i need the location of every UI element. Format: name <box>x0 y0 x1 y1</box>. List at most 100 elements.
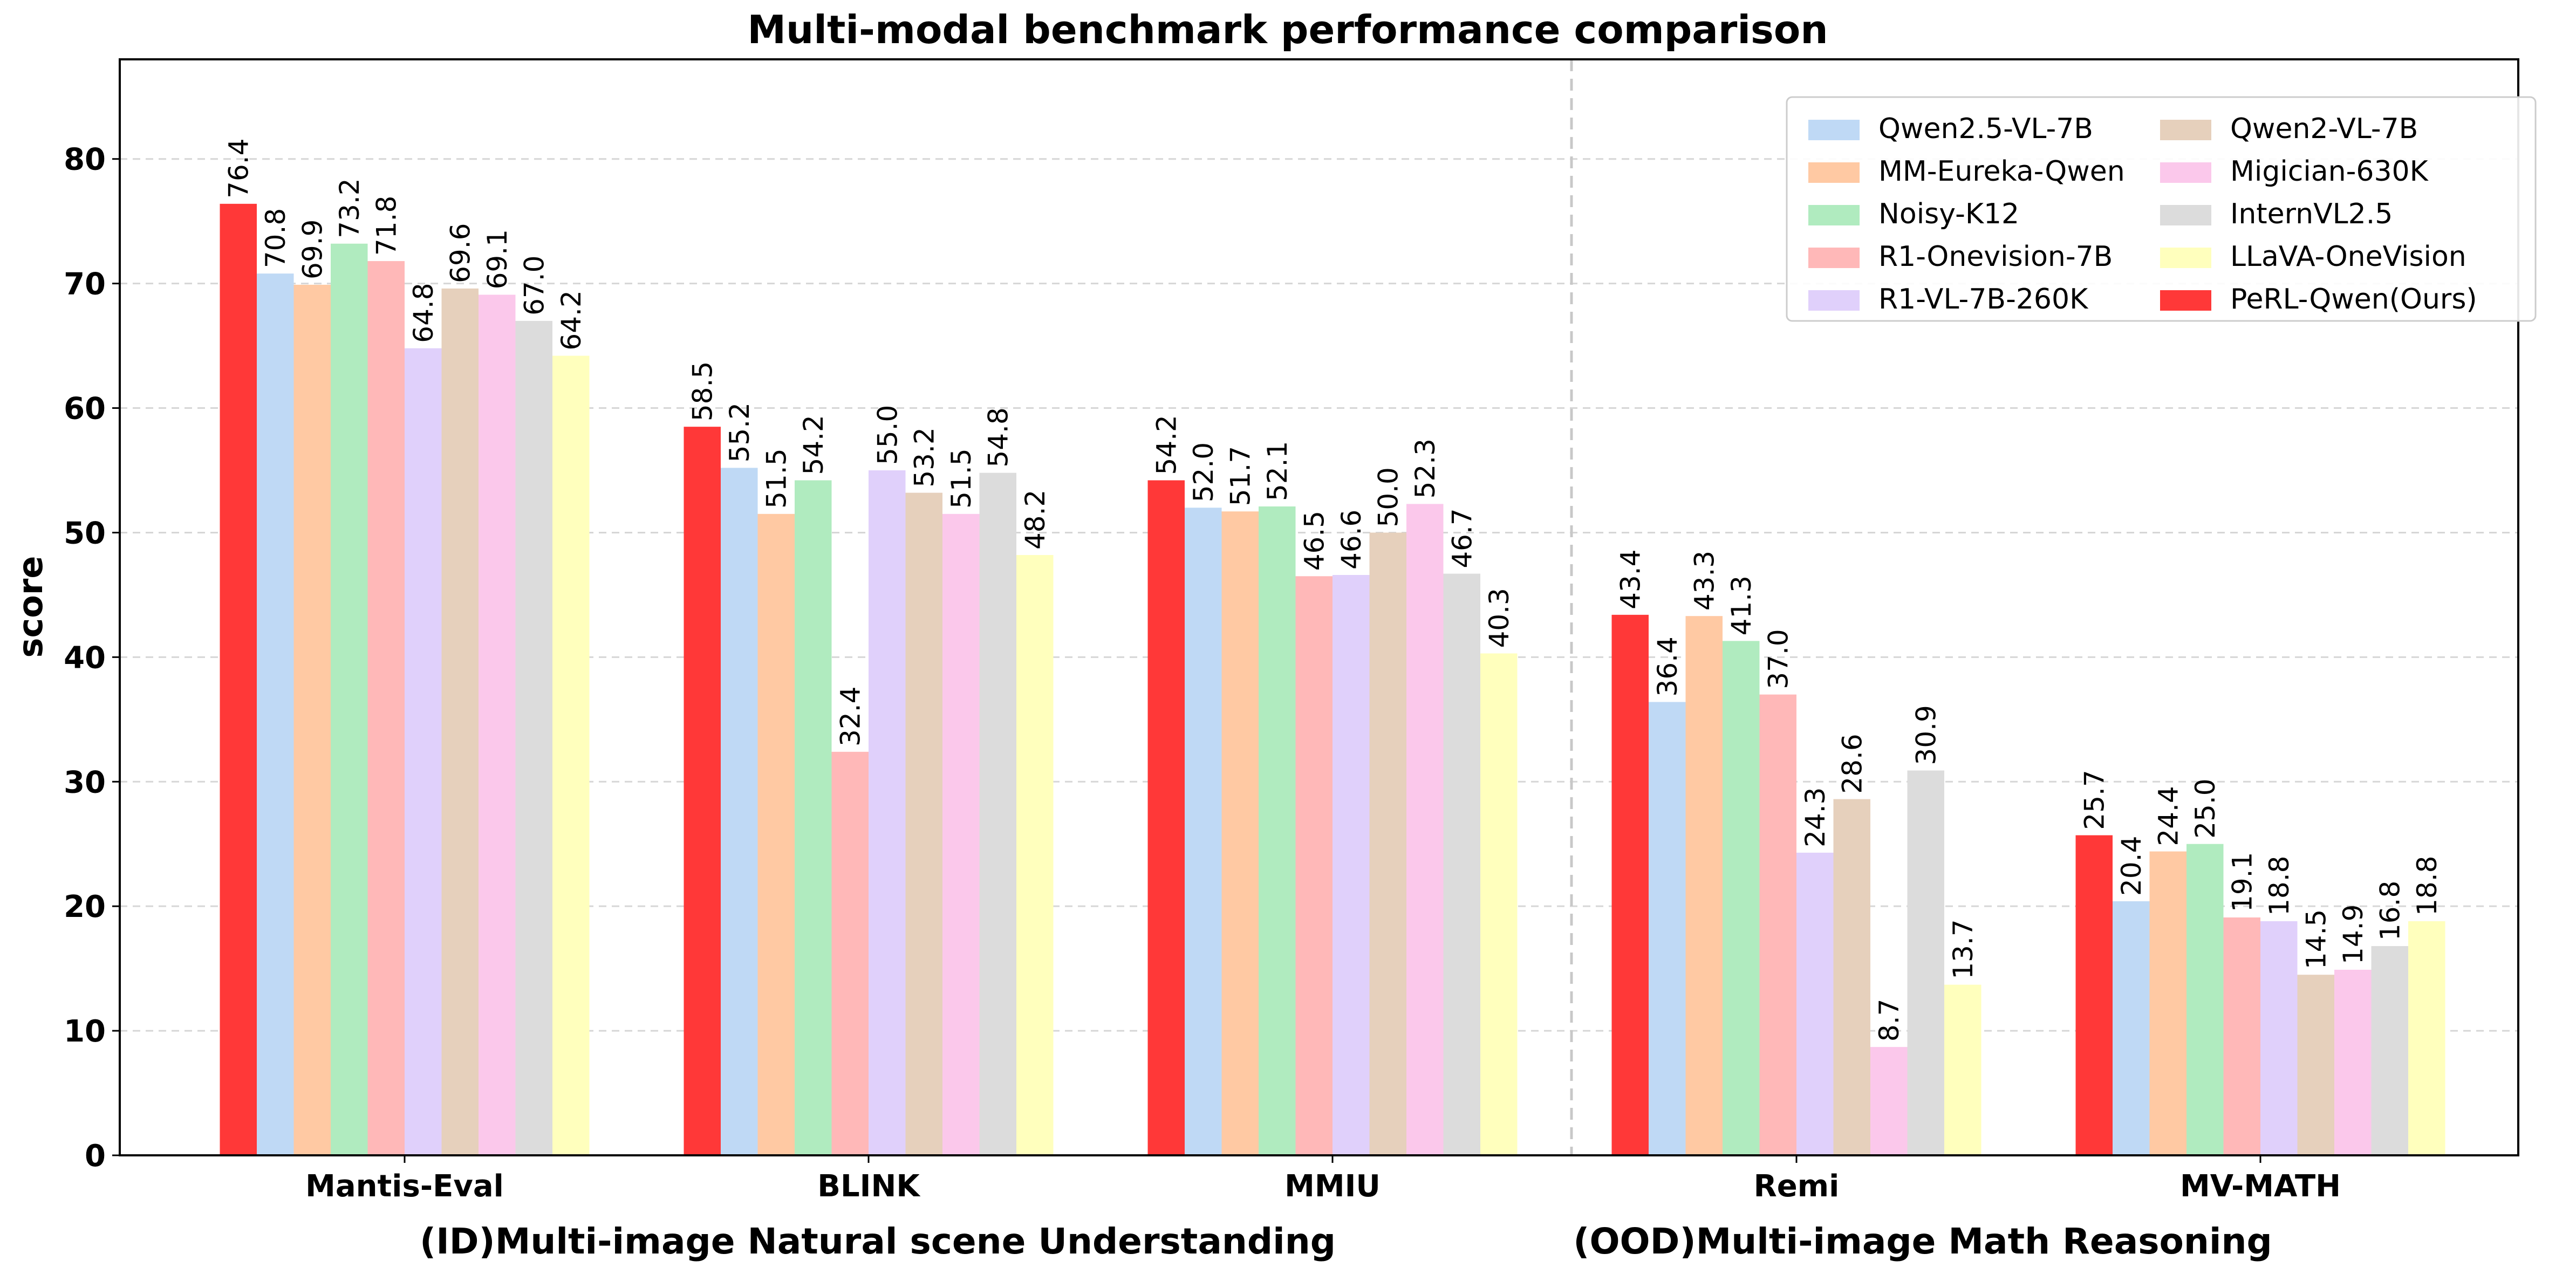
data-label: 71.8 <box>371 196 402 256</box>
data-label: 13.7 <box>1948 919 1979 979</box>
legend-label: Noisy-K12 <box>1878 198 2019 230</box>
bar <box>2260 921 2298 1155</box>
data-label: 43.3 <box>1689 551 1720 611</box>
legend-swatch <box>1808 290 1860 311</box>
bar <box>257 273 294 1156</box>
bar <box>1016 555 1054 1155</box>
legend-label: R1-Onevision-7B <box>1878 241 2113 273</box>
data-label: 54.8 <box>983 407 1014 467</box>
legend-swatch <box>2160 290 2211 311</box>
bar <box>905 492 942 1155</box>
x-tick-label: BLINK <box>817 1169 921 1204</box>
bar <box>721 468 758 1155</box>
legend-label: LLaVA-OneVision <box>2230 241 2466 273</box>
data-label: 54.2 <box>1151 415 1183 475</box>
data-label: 52.3 <box>1410 439 1441 498</box>
data-label: 36.4 <box>1652 636 1683 696</box>
data-label: 24.3 <box>1800 787 1831 847</box>
bar <box>2334 969 2372 1155</box>
bar <box>2297 975 2334 1155</box>
legend-label: InternVL2.5 <box>2230 198 2393 230</box>
bar <box>1185 508 1222 1155</box>
bar <box>979 472 1016 1155</box>
bar <box>1443 573 1480 1155</box>
data-label: 18.8 <box>2411 856 2443 916</box>
bar <box>1649 702 1686 1155</box>
data-label: 28.6 <box>1837 734 1868 793</box>
legend-label: Migician-630K <box>2230 155 2429 188</box>
bar <box>1480 653 1518 1155</box>
data-label: 51.5 <box>946 448 977 508</box>
data-label: 16.8 <box>2375 881 2406 941</box>
bar <box>1907 770 1944 1155</box>
bars-layer <box>220 203 2445 1156</box>
bar <box>1723 641 1760 1155</box>
data-label: 14.9 <box>2338 905 2369 964</box>
x-tick-label: Remi <box>1754 1169 1840 1204</box>
bar <box>1406 504 1444 1155</box>
legend: Qwen2.5-VL-7B Qwen2-VL-7B MM-Eureka-Qwen Mi… <box>1786 96 2537 322</box>
data-label: 48.2 <box>1020 490 1051 550</box>
bar <box>293 284 331 1155</box>
bar <box>479 294 516 1155</box>
data-label: 41.3 <box>1726 576 1757 635</box>
legend-swatch <box>1808 205 1860 225</box>
data-label: 58.5 <box>687 361 719 421</box>
legend-label: R1-VL-7B-260K <box>1878 283 2089 316</box>
data-label: 25.7 <box>2079 770 2110 830</box>
data-label: 52.0 <box>1188 442 1219 502</box>
y-tick-label: 30 <box>64 765 106 800</box>
data-label: 69.6 <box>445 223 476 283</box>
bar <box>1944 984 1981 1155</box>
data-label: 54.2 <box>798 415 829 475</box>
legend-label: Qwen2.5-VL-7B <box>1878 113 2093 145</box>
data-label: 76.4 <box>223 139 255 198</box>
bar <box>367 261 405 1155</box>
legend-swatch <box>2160 248 2211 268</box>
bar <box>831 751 869 1155</box>
bar <box>441 288 479 1155</box>
legend-label: Qwen2-VL-7B <box>2230 113 2418 145</box>
y-axis-label: score <box>11 556 50 658</box>
data-label: 55.0 <box>872 405 903 465</box>
y-tick-label: 20 <box>64 889 106 924</box>
data-label: 52.1 <box>1262 441 1293 501</box>
bar <box>1295 576 1333 1155</box>
plot-frame <box>119 58 2519 1156</box>
data-label: 70.8 <box>260 208 291 268</box>
bar <box>869 470 906 1155</box>
bar <box>2075 835 2113 1155</box>
bar <box>2113 901 2150 1155</box>
legend-label: MM-Eureka-Qwen <box>1878 155 2125 188</box>
data-label: 46.5 <box>1299 511 1330 571</box>
bar <box>1259 506 1296 1155</box>
bar <box>331 243 368 1155</box>
bar <box>2371 946 2408 1155</box>
data-label: 51.7 <box>1225 446 1256 506</box>
x-tick-label: MV-MATH <box>2180 1169 2341 1204</box>
legend-swatch <box>1808 248 1860 268</box>
data-label: 19.1 <box>2227 852 2258 912</box>
bar <box>757 513 795 1156</box>
y-tick-label: 70 <box>64 267 106 302</box>
bar <box>1870 1047 1908 1155</box>
data-label: 51.5 <box>761 448 792 508</box>
legend-swatch <box>1808 162 1860 183</box>
data-label: 53.2 <box>909 427 940 487</box>
bar <box>684 427 721 1155</box>
data-label: 37.0 <box>1763 629 1794 689</box>
bar <box>2223 917 2260 1155</box>
data-label: 30.9 <box>1911 705 1942 765</box>
bar <box>2408 921 2445 1155</box>
data-label: 14.5 <box>2301 909 2332 969</box>
bar <box>1759 694 1796 1155</box>
x-tick-label: MMIU <box>1284 1169 1381 1204</box>
bar <box>220 203 257 1156</box>
bar <box>552 355 590 1155</box>
bar <box>405 348 442 1155</box>
data-label: 25.0 <box>2190 778 2221 838</box>
data-label: 32.4 <box>835 687 866 746</box>
y-tick-label: 50 <box>64 516 106 551</box>
data-label: 43.4 <box>1615 550 1646 609</box>
